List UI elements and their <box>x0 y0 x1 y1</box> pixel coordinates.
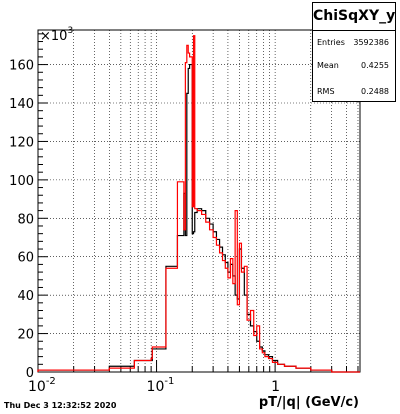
stats-value: 0.4255 <box>361 61 389 70</box>
x-tick-base: 10 <box>28 379 46 395</box>
y-tick-label: 100 <box>9 174 34 189</box>
y-tick-label: 140 <box>9 97 34 112</box>
y-tick-label: 120 <box>9 135 34 150</box>
stats-label: RMS <box>317 87 335 96</box>
y-tick-label: 20 <box>17 328 34 343</box>
y-multiplier-exponent: 3 <box>67 26 73 36</box>
stats-label: Mean <box>317 61 339 70</box>
stats-box: ChiSqXY_y Entries 3592386 Mean 0.4255 RM… <box>312 2 396 102</box>
x-tick-exponent: -1 <box>164 376 174 387</box>
histogram-series-2 <box>37 35 360 373</box>
x-axis-label: pT/|q| (GeV/c) <box>259 395 359 410</box>
stats-value: 0.2488 <box>361 87 389 96</box>
plot-frame <box>37 29 361 373</box>
stats-row-mean: Mean 0.4255 <box>313 60 395 72</box>
x-tick-label: 10-1 <box>147 376 175 395</box>
y-tick-label: 80 <box>17 212 34 227</box>
series-group <box>37 35 360 373</box>
y-tick-label: 60 <box>17 251 34 266</box>
x-tick-exponent: -2 <box>46 376 56 387</box>
y-tick-label: 40 <box>17 289 34 304</box>
x-tick-label: 10-2 <box>28 376 56 395</box>
x-tick-labels: 10-2 10-1 1 <box>28 376 280 395</box>
x-tick-base: 10 <box>147 379 165 395</box>
stats-row-rms: RMS 0.2488 <box>313 86 395 98</box>
x-tick-label: 1 <box>271 379 280 395</box>
y-tick-label: 0 <box>26 366 34 381</box>
timestamp-footer: Thu Dec 3 12:32:52 2020 <box>4 401 117 410</box>
stats-label: Entries <box>317 38 345 47</box>
axis-ticks <box>37 33 359 373</box>
y-multiplier-label: ×103 <box>40 26 73 44</box>
y-multiplier-base: ×10 <box>40 29 67 44</box>
stats-title: ChiSqXY_y <box>313 3 395 31</box>
stats-value: 3592386 <box>353 38 389 47</box>
stats-row-entries: Entries 3592386 <box>313 37 395 49</box>
y-tick-label: 160 <box>9 59 34 74</box>
y-tick-labels: 0 20 40 60 80 100 120 140 160 <box>9 59 34 381</box>
